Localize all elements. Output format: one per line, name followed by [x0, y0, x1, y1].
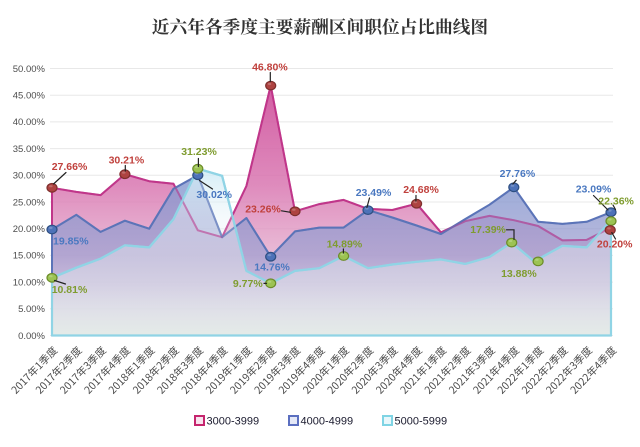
- svg-text:10.00%: 10.00%: [13, 277, 46, 288]
- svg-text:25.00%: 25.00%: [13, 197, 46, 208]
- svg-text:30.02%: 30.02%: [196, 189, 232, 201]
- svg-text:9.77%: 9.77%: [233, 278, 263, 290]
- svg-text:3000-3999: 3000-3999: [207, 416, 260, 428]
- svg-text:0.00%: 0.00%: [18, 331, 45, 342]
- svg-text:27.76%: 27.76%: [500, 168, 536, 180]
- svg-text:14.89%: 14.89%: [327, 239, 363, 251]
- svg-text:13.88%: 13.88%: [501, 268, 537, 280]
- svg-text:23.09%: 23.09%: [576, 183, 612, 195]
- svg-text:27.66%: 27.66%: [52, 161, 88, 173]
- svg-text:20.20%: 20.20%: [597, 239, 633, 251]
- svg-text:17.39%: 17.39%: [470, 224, 506, 236]
- svg-text:10.81%: 10.81%: [52, 284, 88, 296]
- svg-text:30.21%: 30.21%: [109, 154, 145, 166]
- svg-text:22.36%: 22.36%: [598, 196, 634, 208]
- svg-text:45.00%: 45.00%: [13, 91, 46, 102]
- svg-text:15.00%: 15.00%: [13, 251, 46, 262]
- svg-text:40.00%: 40.00%: [13, 117, 46, 128]
- svg-text:46.80%: 46.80%: [252, 62, 288, 74]
- svg-text:5000-5999: 5000-5999: [395, 416, 448, 428]
- svg-text:50.00%: 50.00%: [13, 64, 46, 75]
- svg-text:23.26%: 23.26%: [245, 204, 281, 216]
- svg-text:19.85%: 19.85%: [53, 235, 89, 247]
- svg-text:31.23%: 31.23%: [181, 146, 217, 158]
- svg-text:30.00%: 30.00%: [13, 171, 46, 182]
- svg-text:23.49%: 23.49%: [356, 187, 392, 199]
- svg-text:5.00%: 5.00%: [18, 304, 45, 315]
- svg-text:20.00%: 20.00%: [13, 224, 46, 235]
- svg-text:35.00%: 35.00%: [13, 144, 46, 155]
- svg-text:24.68%: 24.68%: [403, 184, 439, 196]
- svg-text:14.76%: 14.76%: [254, 262, 290, 274]
- svg-text:4000-4999: 4000-4999: [301, 416, 354, 428]
